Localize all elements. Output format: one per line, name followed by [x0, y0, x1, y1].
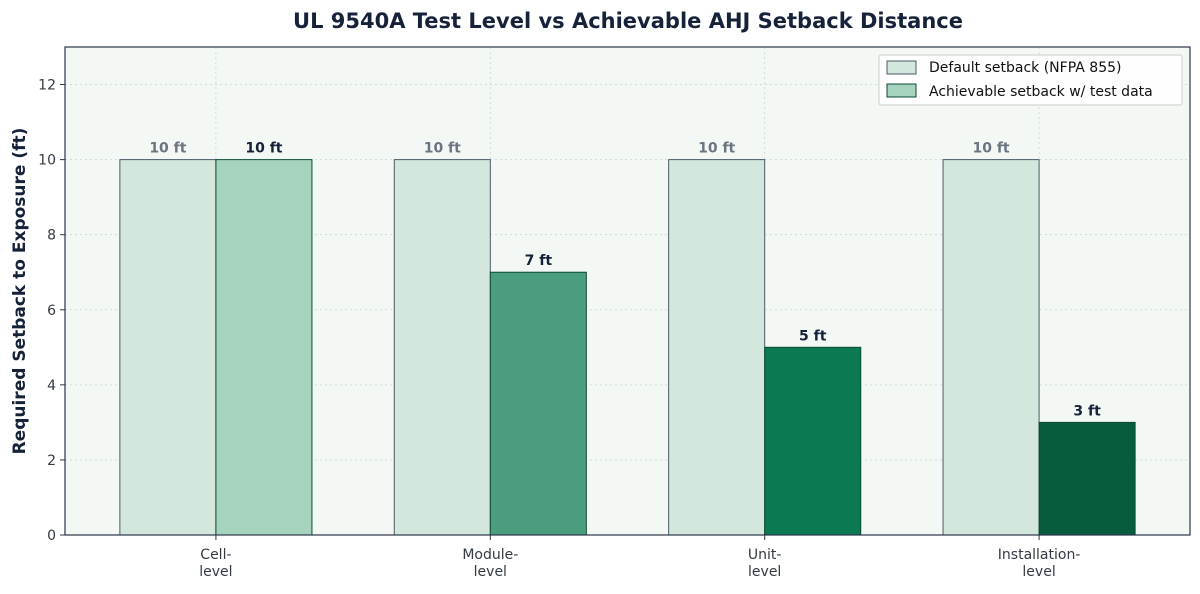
bar-label-default: 10 ft: [972, 141, 1009, 157]
y-axis-ticks: 0 2 4 6 8 10 12: [38, 78, 65, 544]
legend-label-achievable: Achievable setback w/ test data: [929, 84, 1153, 100]
x-tick-label: Module-level: [462, 547, 518, 580]
y-axis-label: Required Setback to Exposure (ft): [10, 128, 30, 455]
x-tick-line: Unit-: [748, 547, 782, 563]
bar-achievable: [764, 346, 862, 536]
bar-label-achievable: 7 ft: [525, 253, 553, 269]
y-tick-label: 6: [47, 303, 56, 319]
y-tick-label: 8: [47, 228, 56, 244]
bar-label-default: 10 ft: [424, 141, 461, 157]
chart-title: UL 9540A Test Level vs Achievable AHJ Se…: [293, 9, 963, 33]
bar-default: [668, 159, 766, 536]
bar-label-achievable: 10 ft: [245, 141, 282, 157]
x-tick-label: Unit-level: [748, 547, 782, 580]
x-tick-line: Cell-: [200, 547, 231, 563]
bar-achievable: [215, 159, 313, 536]
x-tick-line: Installation-: [998, 547, 1081, 563]
bar-label-achievable: 5 ft: [799, 328, 827, 344]
y-tick-label: 0: [47, 528, 56, 544]
x-axis-ticks: Cell-levelModule-levelUnit-levelInstalla…: [199, 535, 1080, 580]
bar-label-default: 10 ft: [149, 141, 186, 157]
x-tick-line: level: [474, 564, 507, 580]
y-tick-label: 4: [47, 378, 56, 394]
y-tick-label: 10: [38, 153, 56, 169]
x-tick-line: Module-: [462, 547, 518, 563]
bar-default: [942, 159, 1040, 536]
legend-swatch-default: [886, 60, 917, 75]
x-tick-line: level: [748, 564, 781, 580]
y-tick-label: 2: [47, 453, 56, 469]
x-tick-line: level: [199, 564, 232, 580]
bar-default: [119, 159, 217, 536]
legend-label-default: Default setback (NFPA 855): [929, 60, 1121, 76]
bar-label-default: 10 ft: [698, 141, 735, 157]
legend: Default setback (NFPA 855) Achievable se…: [878, 54, 1183, 106]
legend-swatch-achievable: [886, 83, 917, 98]
bar-labels: 10 ft 10 ft 10 ft 7 ft 10 ft 5 ft 10 ft 3 ft: [149, 141, 1101, 420]
x-tick-label: Cell-level: [199, 547, 232, 580]
bar-default: [393, 159, 491, 536]
bar-label-achievable: 3 ft: [1073, 403, 1101, 419]
bar-achievable: [489, 271, 587, 536]
plot-frame: [64, 46, 1191, 536]
x-tick-line: level: [1022, 564, 1055, 580]
legend-box: [878, 54, 1183, 106]
x-tick-label: Installation-level: [998, 547, 1081, 580]
y-tick-label: 12: [38, 78, 56, 94]
bar-achievable: [1038, 421, 1136, 536]
